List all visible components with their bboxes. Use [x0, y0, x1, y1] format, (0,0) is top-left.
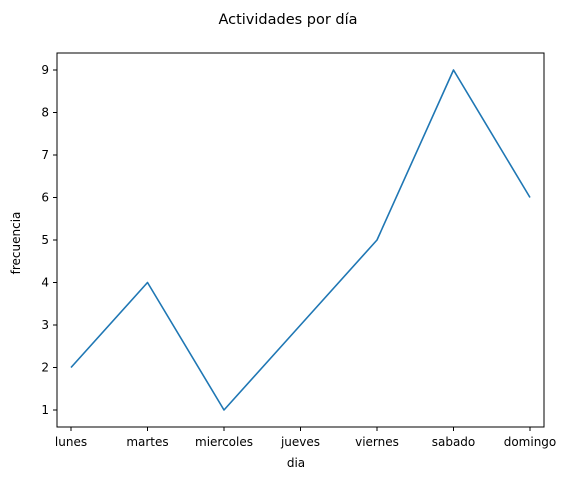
y-tick-label: 2	[41, 361, 49, 375]
y-tick-label: 8	[41, 106, 49, 120]
y-tick-label: 7	[41, 148, 49, 162]
y-tick-label: 3	[41, 318, 49, 332]
x-tick-label-miercoles: miercoles	[195, 435, 253, 449]
x-axis-label: dia	[287, 456, 305, 470]
y-axis-label: frecuencia	[9, 212, 23, 275]
y-tick-label: 6	[41, 191, 49, 205]
x-tick-label-jueves: jueves	[280, 435, 320, 449]
series-line-0	[70, 69, 531, 411]
chart-title: Actividades por día	[218, 12, 357, 28]
x-tick-label-martes: martes	[126, 435, 168, 449]
x-axis: lunes martes miercoles jueves viernes sabado d…	[55, 427, 556, 449]
y-tick-label: 9	[41, 63, 49, 77]
x-tick-label-sabado: sabado	[432, 435, 476, 449]
x-tick-label-domingo: domingo	[504, 435, 557, 449]
x-tick-label-lunes: lunes	[55, 435, 87, 449]
y-tick-label: 4	[41, 276, 49, 290]
y-tick-label: 5	[41, 233, 49, 247]
x-tick-label-viernes: viernes	[355, 435, 399, 449]
series-group	[70, 69, 531, 411]
plot-frame	[56, 52, 545, 428]
y-axis: 1 2 3 4 5 6 7 8 9	[41, 63, 57, 417]
y-tick-label: 1	[41, 403, 49, 417]
